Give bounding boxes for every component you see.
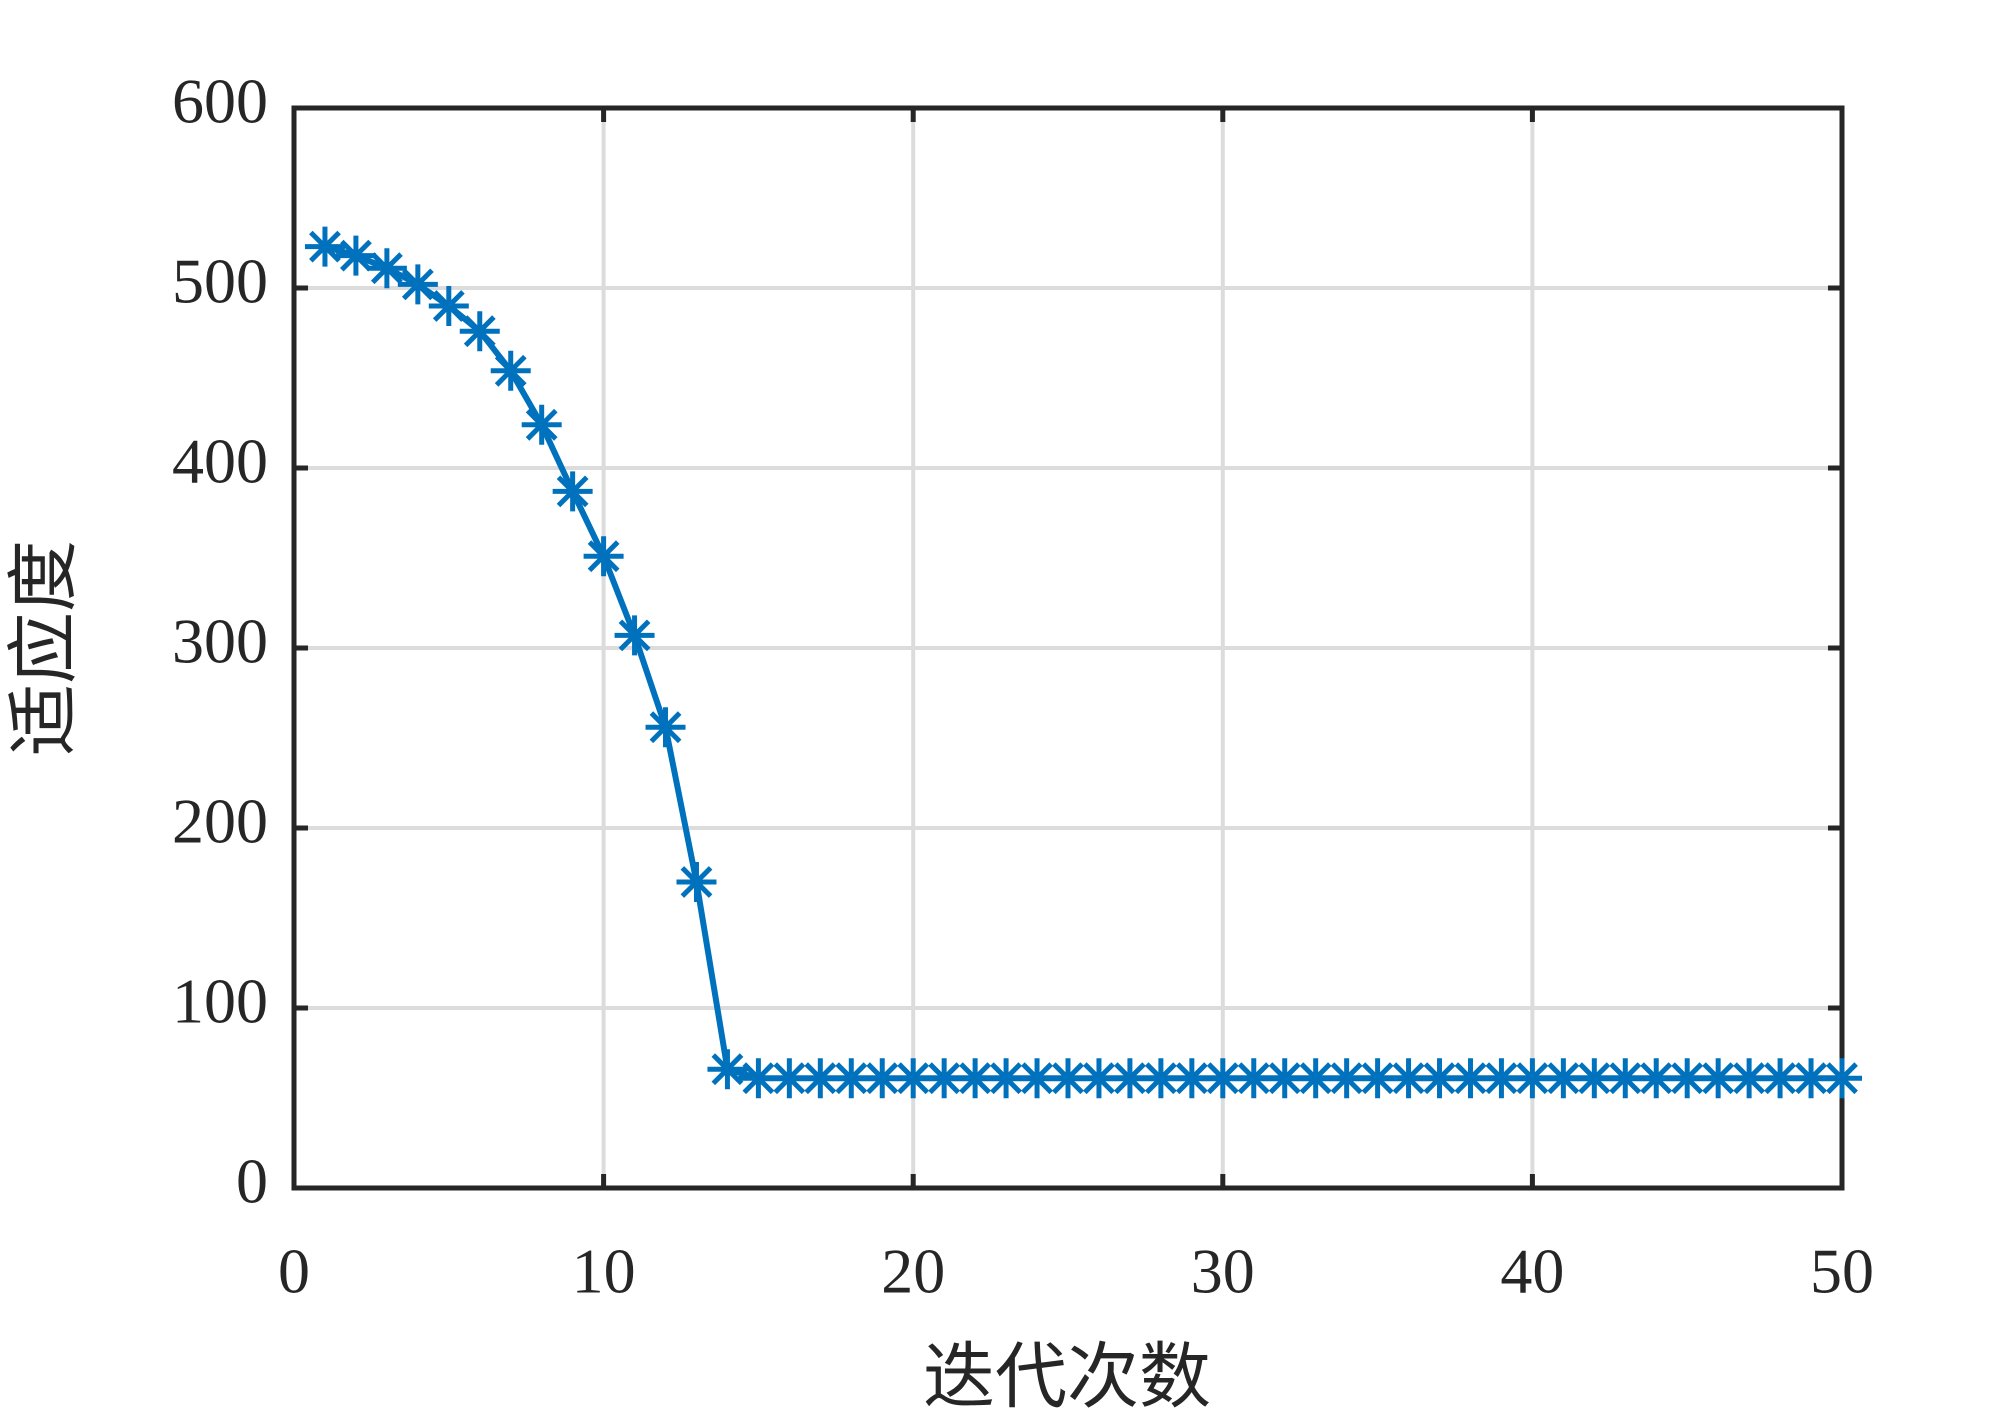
marker bbox=[614, 615, 655, 656]
marker bbox=[428, 286, 469, 326]
marker bbox=[800, 1058, 841, 1099]
marker bbox=[1574, 1058, 1615, 1099]
marker bbox=[955, 1058, 996, 1099]
marker bbox=[924, 1058, 965, 1099]
marker bbox=[1264, 1058, 1305, 1099]
marker bbox=[1419, 1058, 1460, 1099]
marker bbox=[490, 350, 531, 391]
marker bbox=[1109, 1058, 1150, 1099]
y-tick-label: 400 bbox=[172, 426, 268, 497]
marker bbox=[1233, 1058, 1274, 1099]
marker bbox=[1667, 1058, 1708, 1099]
marker bbox=[366, 248, 407, 289]
marker bbox=[862, 1058, 903, 1099]
marker bbox=[1048, 1058, 1088, 1099]
marker bbox=[738, 1058, 779, 1099]
marker bbox=[1512, 1058, 1553, 1099]
marker bbox=[1605, 1058, 1646, 1099]
y-tick-label: 600 bbox=[172, 66, 268, 137]
y-tick-label: 200 bbox=[172, 786, 268, 857]
marker bbox=[676, 862, 717, 902]
x-axis-label: 迭代次数 bbox=[923, 1338, 1211, 1417]
x-tick-label: 0 bbox=[278, 1236, 310, 1307]
marker bbox=[397, 264, 438, 305]
x-tick-label: 20 bbox=[881, 1236, 945, 1307]
y-tick-label: 500 bbox=[172, 246, 268, 317]
marker bbox=[1698, 1058, 1739, 1099]
marker bbox=[986, 1058, 1027, 1099]
marker bbox=[521, 404, 562, 445]
line bbox=[324, 243, 1842, 1082]
marker bbox=[707, 1049, 748, 1090]
marker bbox=[1171, 1058, 1212, 1099]
marker bbox=[645, 707, 686, 748]
marker bbox=[1481, 1058, 1522, 1099]
marker bbox=[893, 1058, 934, 1099]
marker bbox=[459, 311, 500, 352]
y-tick-label: 100 bbox=[172, 966, 268, 1037]
marker bbox=[1202, 1058, 1243, 1099]
marker bbox=[831, 1058, 872, 1099]
marker bbox=[1140, 1058, 1181, 1099]
marker bbox=[1822, 1058, 1862, 1099]
marker bbox=[304, 226, 345, 267]
x-tick-label: 40 bbox=[1500, 1236, 1564, 1307]
marker bbox=[1326, 1058, 1367, 1099]
y-axis-label: 适应度 bbox=[5, 540, 85, 756]
marker bbox=[583, 536, 624, 577]
marker bbox=[1636, 1058, 1677, 1099]
x-tick-label: 30 bbox=[1191, 1236, 1255, 1307]
marker bbox=[1357, 1058, 1398, 1099]
marker bbox=[769, 1058, 810, 1099]
x-tick-label: 10 bbox=[572, 1236, 636, 1307]
marker bbox=[335, 235, 376, 276]
plot-frame bbox=[291, 105, 1845, 1191]
marker bbox=[1791, 1058, 1832, 1099]
marker bbox=[1543, 1058, 1584, 1099]
y-tick-label: 0 bbox=[236, 1146, 268, 1217]
marker bbox=[1388, 1058, 1429, 1099]
marker bbox=[1760, 1058, 1801, 1099]
marker bbox=[1450, 1058, 1491, 1099]
marker bbox=[1017, 1058, 1058, 1099]
marker bbox=[1729, 1058, 1770, 1099]
y-tick-label: 300 bbox=[172, 606, 268, 677]
x-tick-label: 50 bbox=[1810, 1236, 1874, 1307]
marker bbox=[552, 471, 593, 512]
marker bbox=[1295, 1058, 1336, 1099]
marker bbox=[1078, 1058, 1119, 1099]
